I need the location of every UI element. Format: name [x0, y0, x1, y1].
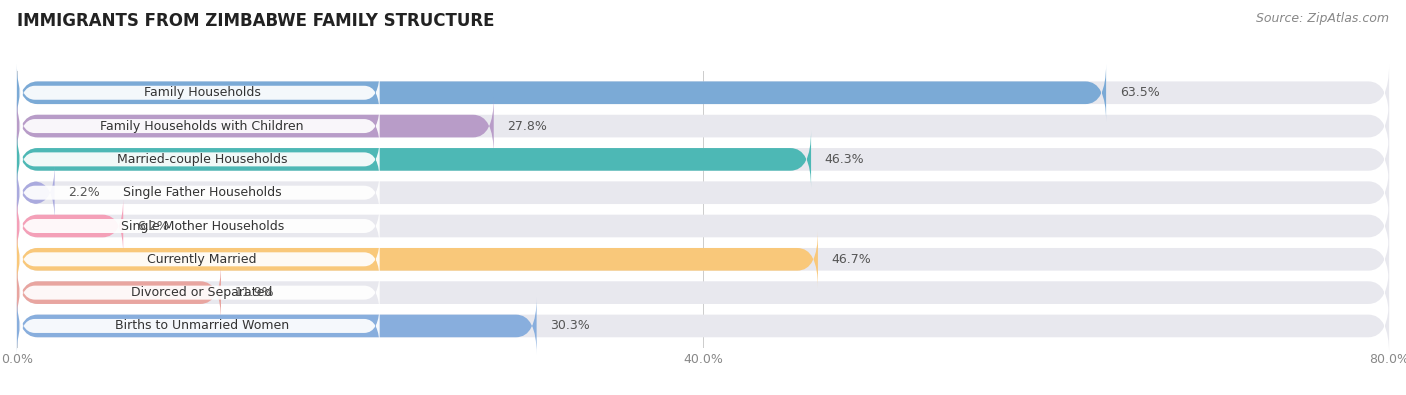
Text: 27.8%: 27.8% — [508, 120, 547, 133]
Text: 2.2%: 2.2% — [69, 186, 100, 199]
FancyBboxPatch shape — [20, 103, 380, 149]
FancyBboxPatch shape — [17, 264, 221, 321]
Text: 11.9%: 11.9% — [235, 286, 274, 299]
FancyBboxPatch shape — [20, 203, 380, 249]
FancyBboxPatch shape — [17, 64, 1107, 121]
Text: Divorced or Separated: Divorced or Separated — [131, 286, 273, 299]
FancyBboxPatch shape — [20, 70, 380, 116]
Text: Births to Unmarried Women: Births to Unmarried Women — [115, 320, 290, 333]
Text: Single Mother Households: Single Mother Households — [121, 220, 284, 233]
FancyBboxPatch shape — [17, 297, 537, 355]
FancyBboxPatch shape — [17, 64, 1389, 121]
Text: 30.3%: 30.3% — [550, 320, 591, 333]
FancyBboxPatch shape — [20, 303, 380, 349]
Text: Single Father Households: Single Father Households — [122, 186, 281, 199]
Text: Married-couple Households: Married-couple Households — [117, 153, 287, 166]
Text: IMMIGRANTS FROM ZIMBABWE FAMILY STRUCTURE: IMMIGRANTS FROM ZIMBABWE FAMILY STRUCTUR… — [17, 12, 495, 30]
FancyBboxPatch shape — [20, 170, 380, 216]
Text: Family Households: Family Households — [143, 86, 260, 99]
FancyBboxPatch shape — [17, 164, 1389, 221]
FancyBboxPatch shape — [17, 131, 1389, 188]
FancyBboxPatch shape — [17, 231, 1389, 288]
FancyBboxPatch shape — [17, 98, 494, 155]
FancyBboxPatch shape — [17, 198, 124, 255]
FancyBboxPatch shape — [17, 198, 1389, 255]
FancyBboxPatch shape — [20, 270, 380, 316]
Text: 63.5%: 63.5% — [1119, 86, 1160, 99]
FancyBboxPatch shape — [17, 231, 818, 288]
FancyBboxPatch shape — [17, 264, 1389, 321]
Text: 46.7%: 46.7% — [831, 253, 872, 266]
Text: 6.2%: 6.2% — [136, 220, 169, 233]
Text: Source: ZipAtlas.com: Source: ZipAtlas.com — [1256, 12, 1389, 25]
Text: Currently Married: Currently Married — [148, 253, 257, 266]
FancyBboxPatch shape — [17, 164, 55, 221]
FancyBboxPatch shape — [17, 297, 1389, 355]
FancyBboxPatch shape — [17, 131, 811, 188]
FancyBboxPatch shape — [20, 136, 380, 182]
FancyBboxPatch shape — [20, 236, 380, 282]
FancyBboxPatch shape — [17, 98, 1389, 155]
Text: 46.3%: 46.3% — [825, 153, 865, 166]
Text: Family Households with Children: Family Households with Children — [100, 120, 304, 133]
